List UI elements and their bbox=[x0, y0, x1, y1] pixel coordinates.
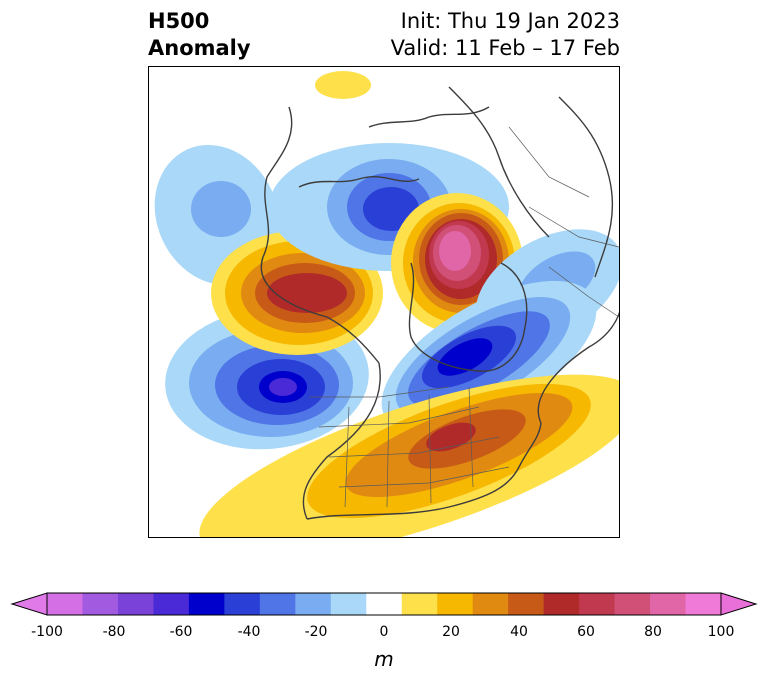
colorbar-segment bbox=[650, 593, 687, 615]
colorbar-segment bbox=[472, 593, 509, 615]
colorbar-tick: 100 bbox=[707, 624, 735, 640]
colorbar-segment bbox=[153, 593, 190, 615]
colorbar-segment bbox=[508, 593, 545, 615]
colorbar-segment bbox=[188, 593, 225, 615]
field-label: H500 bbox=[148, 9, 210, 33]
anomaly-siberia-positive bbox=[391, 193, 523, 333]
political-boundaries bbox=[309, 126, 619, 508]
colorbar-unit-label: m bbox=[374, 647, 394, 671]
init-label: Init: Thu 19 Jan 2023 bbox=[400, 9, 620, 33]
chart-title-left: H500 Anomaly bbox=[148, 8, 251, 62]
colorbar-segment bbox=[295, 593, 332, 615]
colorbar-segment bbox=[401, 593, 438, 615]
colorbar-segment bbox=[437, 593, 474, 615]
colorbar bbox=[10, 592, 758, 616]
colorbar-tick: 60 bbox=[577, 624, 595, 640]
colorbar-tick: -40 bbox=[237, 624, 261, 640]
colorbar-tick: 20 bbox=[442, 624, 460, 640]
colorbar-tick: -20 bbox=[304, 624, 328, 640]
colorbar-segment bbox=[259, 593, 296, 615]
colorbar-segment bbox=[82, 593, 119, 615]
colorbar-tick: 80 bbox=[644, 624, 662, 640]
colorbar-tick: -60 bbox=[169, 624, 193, 640]
colorbar-segment bbox=[685, 593, 722, 615]
colorbar-segment bbox=[224, 593, 261, 615]
colorbar-outline bbox=[46, 592, 722, 616]
colorbar-extend-low bbox=[10, 592, 48, 616]
coastlines bbox=[260, 86, 619, 520]
colorbar-segment bbox=[117, 593, 154, 615]
colorbar-tick: -80 bbox=[102, 624, 126, 640]
anomaly-aleutian-positive bbox=[211, 231, 383, 355]
map-panel bbox=[148, 66, 620, 538]
chart-title-right: Init: Thu 19 Jan 2023 Valid: 11 Feb – 17… bbox=[391, 8, 620, 62]
colorbar-segment bbox=[614, 593, 651, 615]
colorbar-ticks: -100 -80 -60 -40 -20 0 20 40 60 80 100 bbox=[0, 624, 768, 644]
colorbar-segment bbox=[579, 593, 616, 615]
colorbar-tick: -100 bbox=[31, 624, 63, 640]
anomaly-north-atlantic-negative bbox=[381, 280, 597, 434]
colorbar-tick: 40 bbox=[510, 624, 528, 640]
type-label: Anomaly bbox=[148, 36, 251, 60]
colorbar-segment bbox=[330, 593, 367, 615]
valid-label: Valid: 11 Feb – 17 Feb bbox=[390, 36, 620, 60]
colorbar-segment bbox=[366, 593, 403, 615]
colorbar-tick: 0 bbox=[379, 624, 389, 640]
colorbar-segment bbox=[543, 593, 580, 615]
anomaly-arctic-small-positive bbox=[315, 71, 371, 99]
colorbar-segment bbox=[47, 593, 83, 615]
colorbar-extend-high bbox=[720, 592, 758, 616]
anomaly-map bbox=[154, 71, 619, 537]
